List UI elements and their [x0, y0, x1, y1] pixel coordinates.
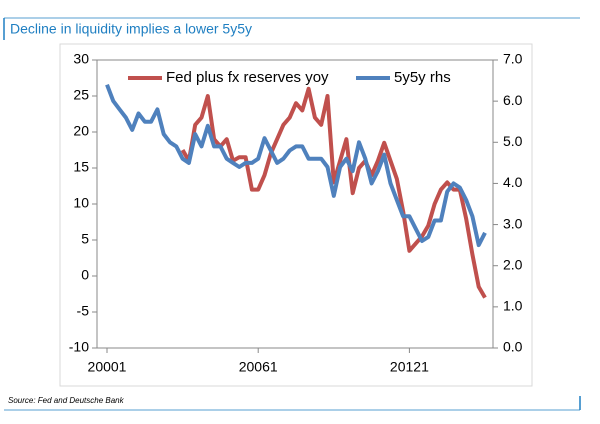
- legend-label: Fed plus fx reserves yoy: [166, 69, 329, 86]
- y-tick-label: 5: [81, 231, 89, 247]
- y2-tick-label: 4.0: [503, 174, 523, 190]
- y2-tick-label: 5.0: [503, 133, 523, 149]
- y-tick-label: -10: [69, 339, 89, 355]
- series-line: [105, 83, 487, 248]
- y-tick-label: 25: [73, 87, 89, 103]
- x-tick-label: 20061: [239, 359, 278, 375]
- y-tick-label: -5: [77, 303, 90, 319]
- y2-tick-label: 6.0: [503, 92, 523, 108]
- y-tick-label: 20: [73, 123, 89, 139]
- y-tick-label: 30: [73, 51, 89, 67]
- y2-tick-label: 1.0: [503, 298, 523, 314]
- y-tick-label: 0: [81, 267, 89, 283]
- y-tick-label: 15: [73, 159, 89, 175]
- legend-label: 5y5y rhs: [394, 69, 451, 86]
- y2-tick-label: 3.0: [503, 215, 523, 231]
- x-tick-label: 20001: [88, 359, 127, 375]
- y2-tick-label: 0.0: [503, 339, 523, 355]
- y2-tick-label: 7.0: [503, 51, 523, 67]
- y-tick-label: 10: [73, 195, 89, 211]
- y2-tick-label: 2.0: [503, 256, 523, 272]
- chart-title: Decline in liquidity implies a lower 5y5…: [10, 21, 252, 37]
- x-tick-label: 20121: [390, 359, 429, 375]
- source-note: Source: Fed and Deutsche Bank: [8, 396, 125, 405]
- chart-frame: [59, 43, 533, 387]
